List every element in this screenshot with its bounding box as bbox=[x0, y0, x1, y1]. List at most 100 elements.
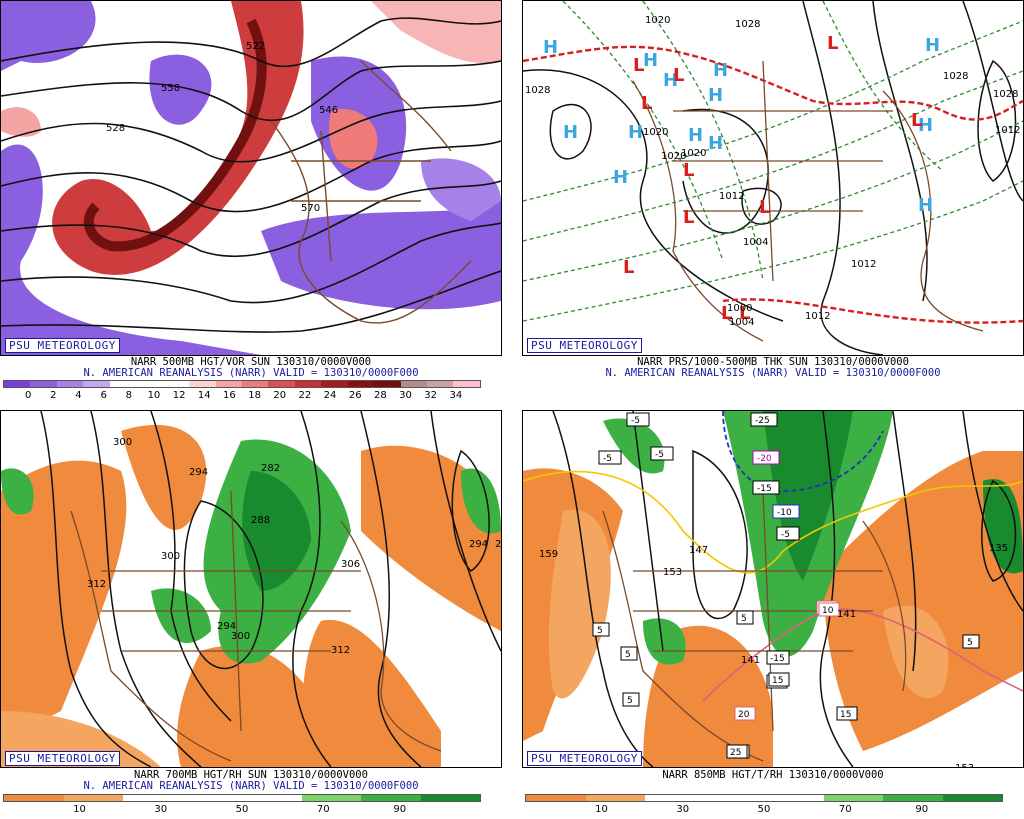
temp-label-box: -5 bbox=[776, 526, 800, 541]
colorbar-segment bbox=[420, 795, 480, 801]
svg-text:10: 10 bbox=[822, 606, 834, 616]
temp-label-box: 10 bbox=[818, 602, 840, 617]
high-pressure-symbol: H bbox=[643, 50, 658, 71]
svg-text:-5: -5 bbox=[631, 416, 640, 426]
colorbar-tick-label: 50 bbox=[757, 804, 771, 815]
contour-label: 528 bbox=[106, 123, 125, 134]
high-pressure-symbol: H bbox=[663, 70, 678, 91]
svg-text:5: 5 bbox=[967, 638, 973, 648]
isobar-label: 1012 bbox=[851, 259, 876, 270]
panel-850mb-temp-rh: -5 -5 -5 -25 -20 -15 -10 -5 5 5 10 15 5 … bbox=[522, 410, 1024, 816]
low-pressure-symbol: L bbox=[739, 303, 750, 324]
caption-title: NARR 850MB HGT/T/RH 130310/0000V000 bbox=[662, 769, 884, 781]
temp-label-box: 5 bbox=[622, 692, 640, 707]
colorbar-segment bbox=[585, 795, 645, 801]
isobar-label: 1020 bbox=[645, 15, 670, 26]
brand-label: PSU METEOROLOGY bbox=[527, 338, 642, 353]
caption-valid: N. AMERICAN REANALYSIS (NARR) VALID = 13… bbox=[83, 367, 419, 379]
contour-label: 300 bbox=[231, 631, 250, 642]
isobar-label: 1000 bbox=[727, 303, 752, 314]
contour-label: 2 bbox=[495, 539, 501, 550]
rh700-map: 300 294 282 288 300 312 306 300 294 312 … bbox=[0, 410, 502, 768]
svg-text:15: 15 bbox=[772, 676, 783, 686]
contour-label: 312 bbox=[87, 579, 106, 590]
colorbar-segment bbox=[942, 795, 1002, 801]
colorbar-segment bbox=[241, 381, 269, 387]
colorbar-segment bbox=[294, 381, 322, 387]
contour-label: 294 bbox=[189, 467, 208, 478]
colorbar-tick-label: 6 bbox=[100, 390, 107, 401]
colorbar-tick-label: 90 bbox=[393, 804, 407, 815]
temp-label-box: 15 bbox=[768, 672, 790, 687]
colorbar-tick-label: 28 bbox=[373, 390, 387, 401]
colorbar-tick-label: 4 bbox=[75, 390, 82, 401]
caption-title: NARR PRS/1000-500MB THK SUN 130310/0000V… bbox=[637, 356, 909, 368]
colorbar-tick-label: 10 bbox=[595, 804, 608, 815]
colorbar-ticks: 10 30 50 70 90 bbox=[525, 804, 1003, 816]
svg-text:5: 5 bbox=[741, 614, 747, 624]
temp-label-box: 5 bbox=[736, 610, 754, 625]
low-pressure-symbol: L bbox=[673, 65, 684, 86]
colorbar-tick-label: 26 bbox=[348, 390, 362, 401]
colorbar-tick-label: 30 bbox=[154, 804, 168, 815]
panel-500mb-vorticity: 558 522 528 546 570 PSU METEOROLOGY NARR… bbox=[0, 0, 502, 406]
svg-text:25: 25 bbox=[730, 748, 741, 758]
temp-label-box: -10 bbox=[772, 504, 800, 519]
colorbar-segment bbox=[189, 381, 216, 387]
colorbar-segment bbox=[123, 795, 183, 801]
panel-pressure-thickness: H H H H H H H H H H H H H L L L L L L L bbox=[522, 0, 1024, 406]
colorbar-tick-label: 10 bbox=[147, 390, 161, 401]
temp-label-box: 20 bbox=[734, 706, 756, 721]
high-pressure-symbol: H bbox=[543, 37, 558, 58]
low-pressure-symbol: L bbox=[683, 207, 694, 228]
contour-label: 570 bbox=[301, 203, 320, 214]
colorbar-segment bbox=[823, 795, 883, 801]
temp-label-box: -5 bbox=[626, 412, 650, 427]
isobar-label: 1028 bbox=[735, 19, 760, 30]
caption-title: NARR 700MB HGT/RH SUN 130310/0000V000 bbox=[134, 769, 368, 781]
isobar-label: 1012 bbox=[719, 191, 744, 202]
svg-text:-10: -10 bbox=[777, 508, 792, 518]
isobar-label: 1020 bbox=[661, 151, 686, 162]
temp-label-box: 5 bbox=[962, 634, 980, 649]
colorbar-segment bbox=[453, 381, 480, 387]
contour-label: 294 bbox=[469, 539, 488, 550]
svg-text:-20: -20 bbox=[757, 454, 772, 464]
colorbar-tick-label: 12 bbox=[172, 390, 186, 401]
colorbar-segment bbox=[704, 795, 764, 801]
height-label: 153 bbox=[955, 763, 974, 767]
colorbar-tick-label: 34 bbox=[449, 390, 463, 401]
brand-label: PSU METEOROLOGY bbox=[527, 751, 642, 766]
svg-text:15: 15 bbox=[840, 710, 851, 720]
temp-label-box: 25 bbox=[726, 744, 748, 759]
colorbar-segment bbox=[109, 381, 137, 387]
temp-label-box: -5 bbox=[598, 450, 622, 465]
colorbar-segment bbox=[645, 795, 705, 801]
height-label: 141 bbox=[837, 609, 856, 620]
temp-label-box: 15 bbox=[836, 706, 858, 721]
caption-valid: N. AMERICAN REANALYSIS (NARR) VALID = 13… bbox=[605, 367, 941, 379]
colorbar-segment bbox=[4, 381, 31, 387]
high-pressure-symbol: H bbox=[688, 125, 703, 146]
colorbar-segment bbox=[883, 795, 943, 801]
contour-label: 546 bbox=[319, 105, 338, 116]
colorbar-tick-label: 16 bbox=[223, 390, 236, 401]
isobar-label: 1004 bbox=[729, 317, 754, 328]
svg-text:-5: -5 bbox=[781, 530, 790, 540]
high-pressure-symbol: H bbox=[628, 122, 643, 143]
temp-label-box: -15 bbox=[766, 650, 790, 665]
contour-label: 300 bbox=[113, 437, 132, 448]
isobar-label: 1028 bbox=[943, 71, 968, 82]
colorbar-tick-label: 30 bbox=[676, 804, 690, 815]
colorbar-segment bbox=[162, 381, 190, 387]
colorbar-segment bbox=[764, 795, 824, 801]
caption-title: NARR 500MB HGT/VOR SUN 130310/0000V000 bbox=[130, 356, 372, 368]
colorbar-tick-label: 22 bbox=[298, 390, 312, 401]
contour-label: 306 bbox=[341, 559, 360, 570]
svg-text:-15: -15 bbox=[757, 484, 772, 494]
colorbar-segment bbox=[321, 381, 348, 387]
colorbar-ticks: 10 30 50 70 90 bbox=[3, 804, 481, 816]
svg-text:-15: -15 bbox=[770, 654, 785, 664]
brand-label: PSU METEOROLOGY bbox=[5, 751, 120, 766]
high-pressure-symbol: H bbox=[918, 115, 933, 136]
